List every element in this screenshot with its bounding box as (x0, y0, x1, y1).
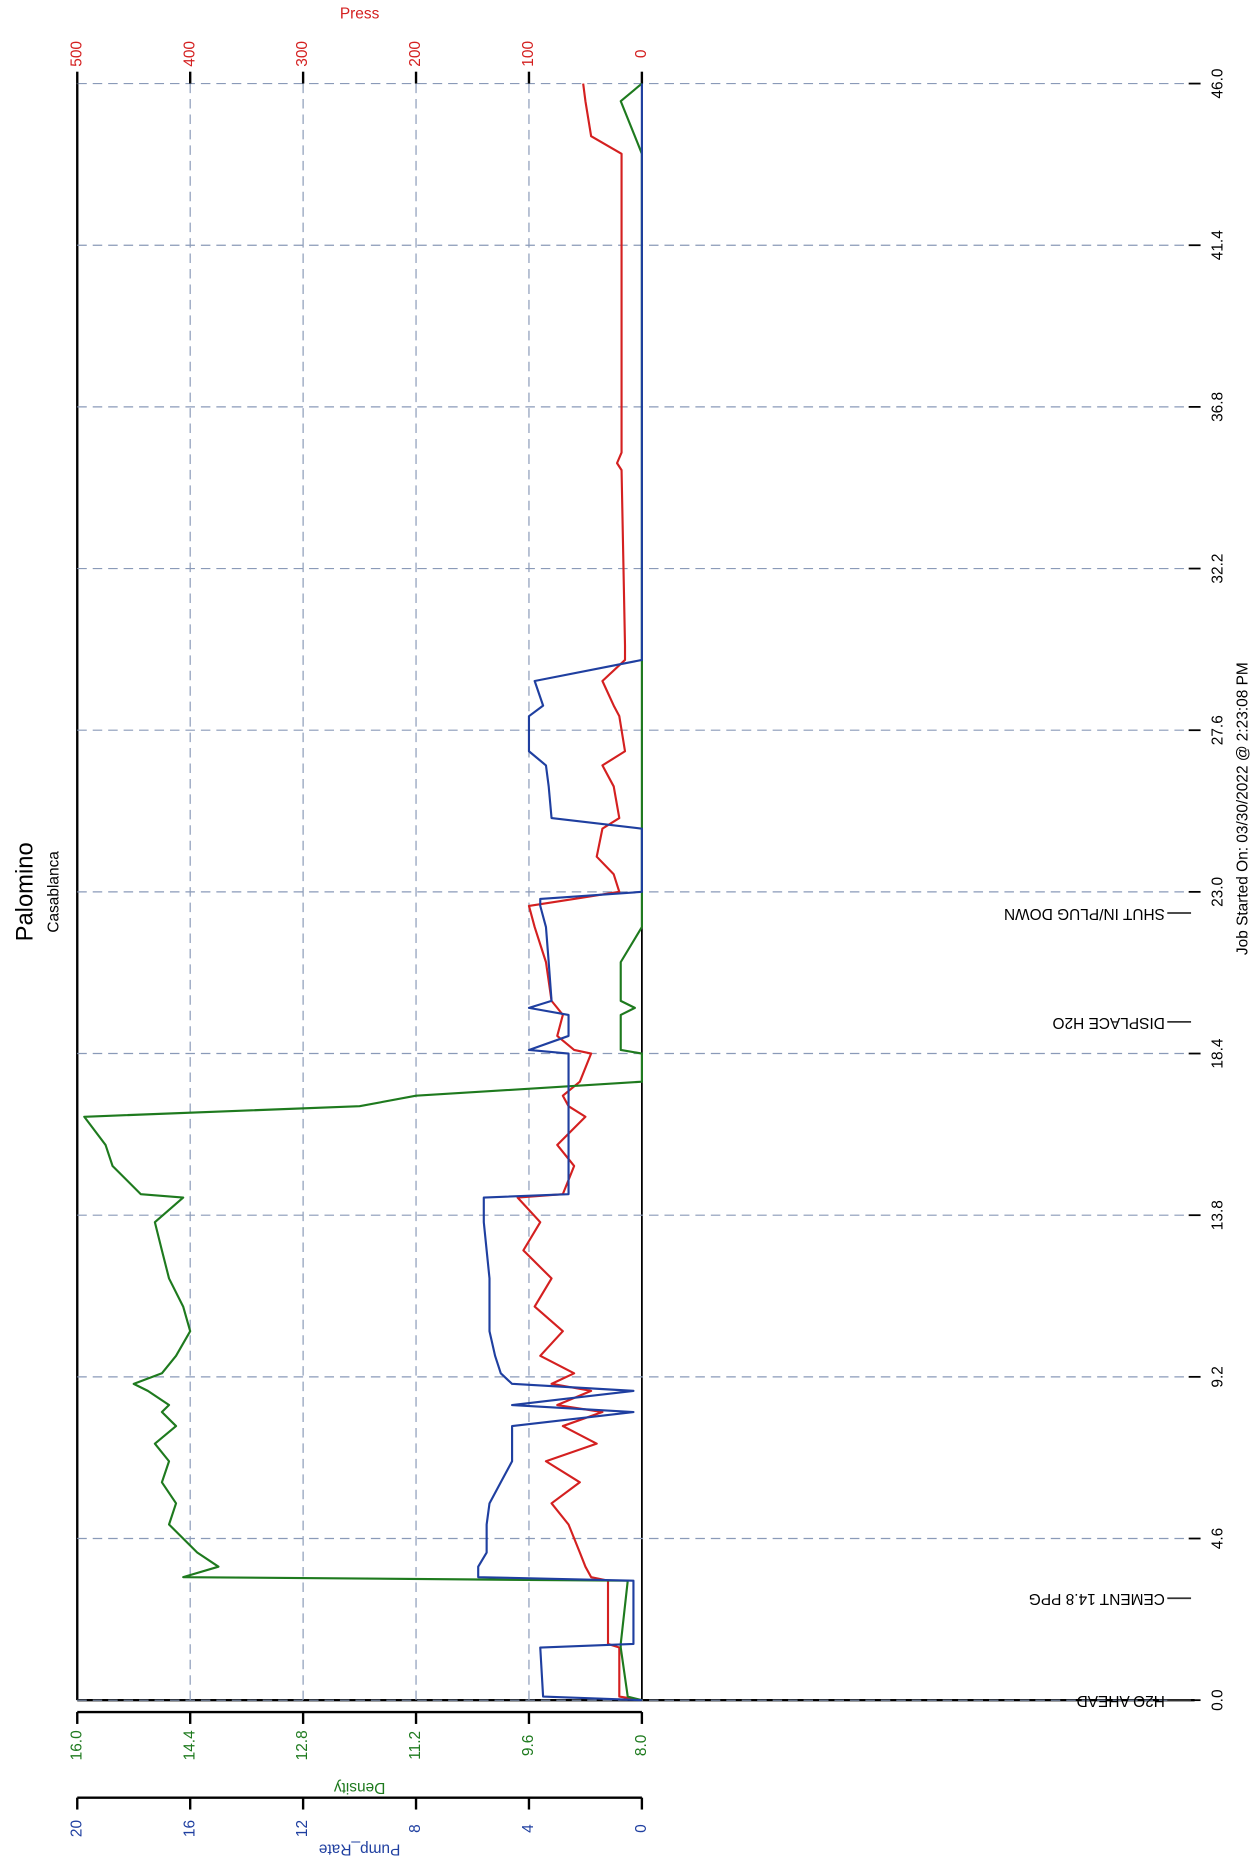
x-tick-label: 23.0 (1209, 877, 1226, 907)
y-tick-label: 0 (633, 1824, 650, 1833)
chart-title: Palomino (11, 842, 38, 941)
x-tick-label: 41.4 (1209, 230, 1226, 260)
x-tick-label: 4.6 (1209, 1528, 1226, 1549)
x-tick-label: 13.8 (1209, 1200, 1226, 1230)
y-tick-label: 16.0 (68, 1730, 85, 1760)
x-tick-label: 9.2 (1209, 1366, 1226, 1387)
series-line (83, 82, 643, 1702)
axis-title: Press (340, 6, 380, 23)
y-tick-label: 11.2 (407, 1731, 424, 1760)
job-start: Job Started On: 03/30/2022 @ 2:23:08 PM (1234, 662, 1251, 955)
x-tick-label: 0.0 (1209, 1689, 1226, 1710)
annotation-label: DISPLACE H2O (1053, 1014, 1165, 1031)
y-tick-label: 8 (407, 1824, 424, 1833)
y-tick-label: 12.8 (294, 1730, 311, 1760)
series-line (477, 83, 643, 1702)
axis-title: Density (334, 1779, 386, 1796)
x-tick-label: 32.2 (1209, 554, 1226, 584)
x-tick-label: 46.0 (1209, 69, 1226, 99)
y-tick-label: 0 (633, 50, 650, 59)
annotation-label: SHUT IN/PLUG DOWN (1004, 905, 1165, 922)
y-tick-label: 20 (68, 1820, 85, 1837)
x-tick-label: 27.6 (1209, 715, 1226, 745)
y-tick-label: 4 (520, 1824, 537, 1833)
y-tick-label: 400 (181, 41, 198, 67)
y-tick-label: 12 (294, 1820, 311, 1837)
axis-title: Pump_Rate (319, 1841, 401, 1858)
y-tick-label: 100 (520, 41, 537, 67)
y-tick-label: 14.4 (181, 1730, 198, 1760)
y-tick-label: 8.0 (633, 1735, 650, 1756)
y-tick-label: 9.6 (520, 1735, 537, 1756)
y-tick-label: 16 (181, 1820, 198, 1837)
x-tick-label: 18.4 (1209, 1038, 1226, 1068)
annotation-label: CEMENT 14.8 PPG (1029, 1590, 1165, 1607)
annotation-label: H2O AHEAD (1077, 1692, 1165, 1709)
chart-subtitle: Casablanca (46, 851, 63, 933)
y-tick-label: 500 (68, 41, 85, 67)
x-tick-label: 36.8 (1209, 392, 1226, 422)
series-line (516, 83, 643, 1702)
y-tick-label: 200 (407, 41, 424, 67)
y-tick-label: 300 (294, 41, 311, 67)
